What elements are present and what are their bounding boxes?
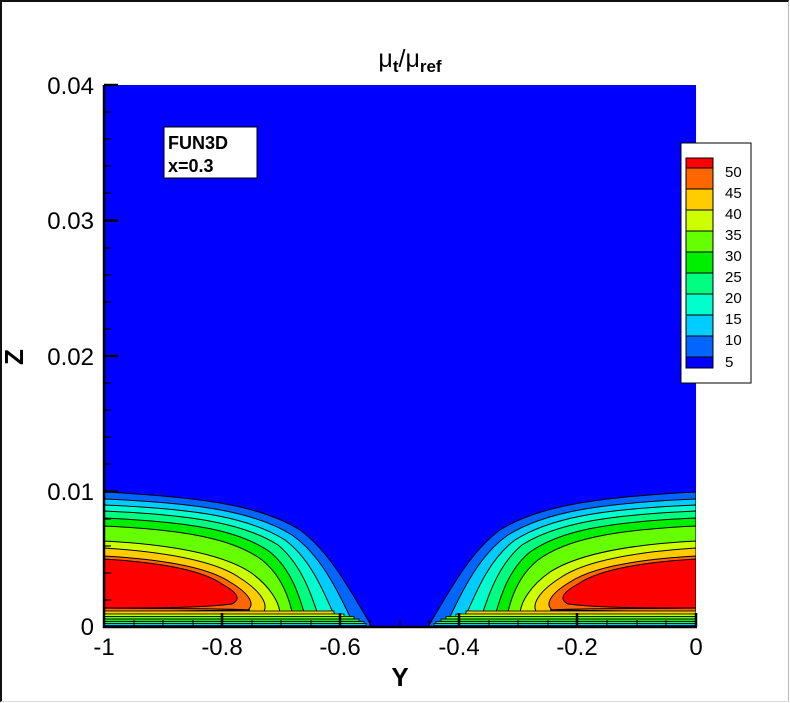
x-tick-label: -0.8 [201, 634, 242, 661]
y-tick-label: 0.04 [47, 73, 94, 100]
legend-label: 30 [725, 248, 742, 265]
title-slash: / [398, 45, 405, 73]
legend-swatch [685, 356, 714, 369]
legend-label: 25 [725, 269, 742, 286]
annotation-station: x=0.3 [168, 156, 214, 176]
title-base2: μ [405, 45, 419, 73]
legend-label: 5 [725, 354, 733, 371]
legend-swatch [685, 230, 714, 253]
y-tick-label: 0.01 [47, 479, 94, 506]
legend: 50 45 40 35 30 25 20 15 10 5 [680, 142, 752, 384]
legend-swatch [685, 272, 714, 295]
legend-swatch [685, 157, 714, 169]
y-tick-label: 0.02 [47, 344, 94, 371]
y-axis-title: Z [0, 349, 29, 365]
x-tick-labels: -1 -0.8 -0.6 -0.4 -0.2 0 [93, 634, 702, 661]
y-tick-labels: 0.04 0.03 0.02 0.01 0 [47, 73, 94, 641]
title-base: μ [378, 45, 392, 73]
legend-label: 45 [725, 185, 742, 202]
annotation-solver: FUN3D [168, 133, 228, 153]
x-tick-label: -0.6 [319, 634, 360, 661]
legend-label: 20 [725, 290, 742, 307]
legend-swatch [685, 314, 714, 337]
legend-label: 15 [725, 311, 742, 328]
legend-swatch [685, 209, 714, 232]
legend-swatch [685, 167, 714, 190]
y-tick-label: 0 [81, 614, 94, 641]
annotation-box: FUN3D x=0.3 [163, 126, 258, 179]
legend-label: 50 [725, 164, 742, 181]
legend-swatch [685, 251, 714, 274]
legend-swatch [685, 293, 714, 316]
title-sub-t: t [393, 57, 399, 76]
x-tick-label: -0.2 [556, 634, 597, 661]
legend-swatch [685, 188, 714, 211]
legend-label: 40 [725, 206, 742, 223]
legend-label: 35 [725, 227, 742, 244]
x-tick-label: -1 [93, 634, 114, 661]
legend-swatch [685, 335, 714, 358]
contour-field [104, 491, 696, 627]
left-lobe [104, 491, 373, 627]
axes [102, 83, 698, 629]
wall-layers [104, 610, 696, 626]
chart-title: μt/μref [378, 45, 442, 76]
legend-label: 10 [725, 332, 742, 349]
y-tick-label: 0.03 [47, 208, 94, 235]
title-sub-ref: ref [420, 57, 442, 76]
x-tick-label: 0 [689, 634, 702, 661]
right-lobe [427, 491, 696, 627]
x-tick-label: -0.4 [438, 634, 479, 661]
x-axis-title: Y [391, 662, 408, 692]
